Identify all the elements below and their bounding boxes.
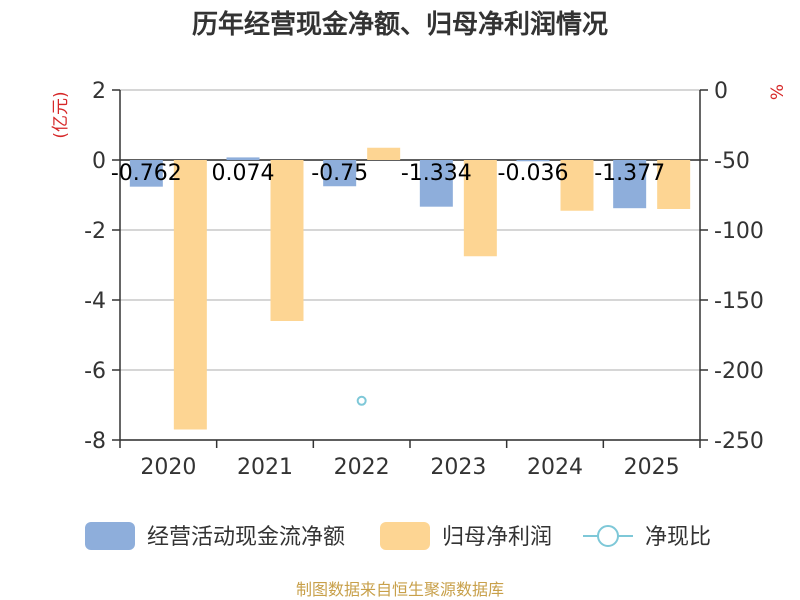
bar-归母净利润-2020 [173, 160, 207, 430]
x-tick-label: 2020 [140, 455, 196, 480]
data-labels: -0.762 0.074 -0.75 -1.334 -0.036 -1.377 [111, 161, 665, 186]
x-tick-label: 2025 [624, 455, 680, 480]
data-label: -1.334 [401, 161, 472, 186]
data-label: -0.762 [111, 161, 182, 186]
data-label: 0.074 [212, 161, 275, 186]
left-tick-label: -8 [84, 429, 106, 454]
gridlines [120, 89, 700, 441]
legend-swatch [85, 522, 135, 550]
right-tick-label: -250 [714, 429, 764, 454]
bar-归母净利润-2025 [657, 160, 691, 209]
bar-经营活动现金流净额-2024 [516, 160, 550, 162]
x-tick-label: 2021 [237, 455, 293, 480]
bar-经营活动现金流净额-2020 [129, 160, 163, 187]
bar-归母净利润-2024 [560, 160, 594, 211]
bar-经营活动现金流净额-2021 [226, 157, 260, 160]
right-tick-label: -150 [714, 289, 764, 314]
x-tick-label: 2024 [527, 455, 583, 480]
bar-归母净利润-2023 [463, 160, 497, 257]
bar-归母净利润-2022 [367, 147, 401, 160]
left-tick-label: 0 [92, 149, 106, 174]
left-tick-label: -2 [84, 219, 106, 244]
right-unit-label: % [768, 84, 788, 100]
right-tick-label: -100 [714, 219, 764, 244]
bar-经营活动现金流净额-2022 [323, 160, 357, 187]
x-tick-label: 2022 [334, 455, 390, 480]
data-label: -1.377 [594, 161, 665, 186]
bars [129, 147, 691, 430]
point-净现比-2022 [356, 395, 367, 406]
left-tick-label: -6 [84, 359, 106, 384]
right-tick-label: -50 [714, 149, 750, 174]
legend-label: 净现比 [645, 525, 711, 550]
data-label: -0.75 [311, 161, 368, 186]
legend-swatch [380, 522, 430, 550]
legend: 经营活动现金流净额 归母净利润 净现比 [85, 522, 711, 550]
legend-label: 归母净利润 [442, 525, 552, 550]
legend-label: 经营活动现金流净额 [147, 525, 345, 550]
x-tick-label: 2023 [430, 455, 486, 480]
left-tick-label: -4 [84, 289, 106, 314]
left-tick-label: 2 [92, 79, 106, 104]
data-label: -0.036 [498, 161, 569, 186]
legend-marker [597, 525, 619, 547]
chart-title: 历年经营现金净额、归母净利润情况 [192, 9, 608, 40]
bar-经营活动现金流净额-2025 [613, 160, 647, 209]
left-unit-label: (亿元) [51, 91, 71, 138]
bar-经营活动现金流净额-2023 [419, 160, 453, 207]
right-tick-label: 0 [714, 79, 728, 104]
axes: 2 0 -2 -4 -6 -8 0 -50 -100 -150 -200 -250 2020 2021 20… [51, 79, 788, 480]
bar-归母净利润-2021 [270, 160, 304, 321]
source-note: 制图数据来自恒生聚源数据库 [296, 580, 504, 599]
points [356, 395, 367, 406]
right-tick-label: -200 [714, 359, 764, 384]
